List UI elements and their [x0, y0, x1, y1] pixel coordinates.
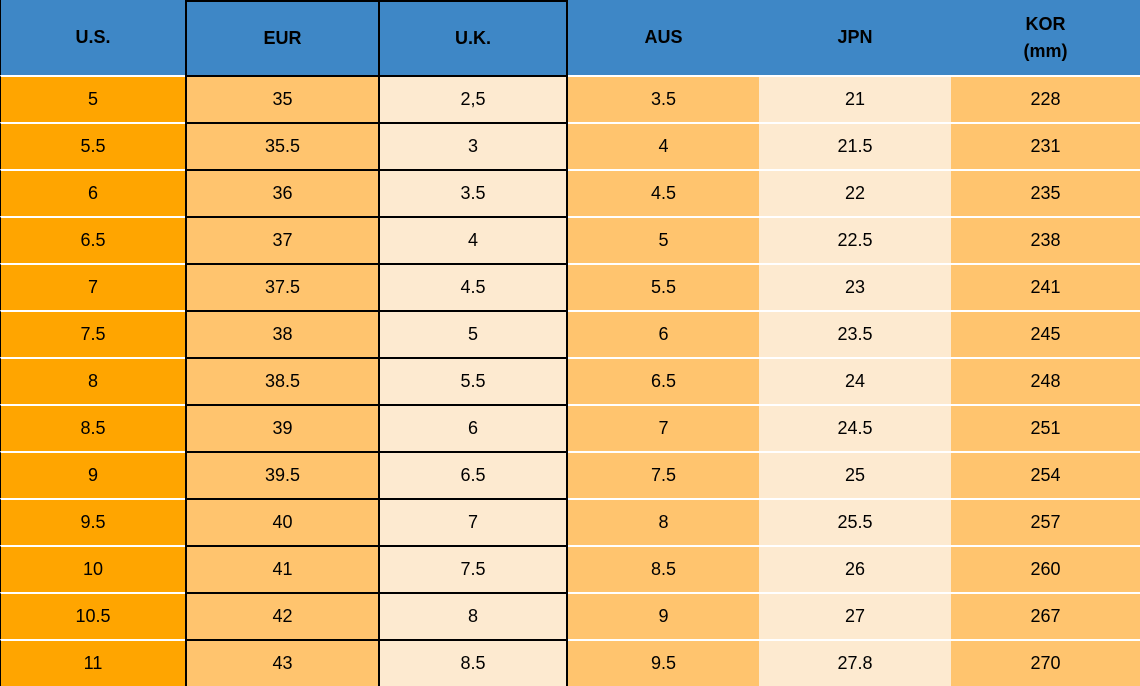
table-cell-eur: 35.5 — [185, 122, 380, 169]
table-cell-uk: 5.5 — [380, 357, 568, 404]
table-cell-uk: 4.5 — [380, 263, 568, 310]
table-cell-jpn: 27 — [759, 592, 951, 639]
table-cell-uk: 7.5 — [380, 545, 568, 592]
table-cell-aus: 8 — [568, 498, 759, 545]
table-cell-uk: 4 — [380, 216, 568, 263]
table-cell-eur: 39.5 — [185, 451, 380, 498]
table-cell-kor: 260 — [951, 545, 1140, 592]
table-cell-jpn: 22 — [759, 169, 951, 216]
table-cell-us: 5 — [0, 75, 185, 122]
table-cell-us: 8 — [0, 357, 185, 404]
table-cell-jpn: 25.5 — [759, 498, 951, 545]
table-cell-aus: 5 — [568, 216, 759, 263]
header-label: U.K. — [455, 28, 491, 49]
header-cell-uk: U.K. — [380, 0, 568, 75]
table-cell-kor: 245 — [951, 310, 1140, 357]
table-cell-us: 9.5 — [0, 498, 185, 545]
table-cell-jpn: 27.8 — [759, 639, 951, 686]
table-cell-kor: 231 — [951, 122, 1140, 169]
table-cell-us: 6 — [0, 169, 185, 216]
table-cell-aus: 8.5 — [568, 545, 759, 592]
header-label: AUS — [644, 27, 683, 48]
header-label: EUR — [263, 28, 302, 49]
table-cell-eur: 39 — [185, 404, 380, 451]
table-cell-kor: 248 — [951, 357, 1140, 404]
table-cell-uk: 5 — [380, 310, 568, 357]
table-cell-uk: 3 — [380, 122, 568, 169]
table-cell-kor: 235 — [951, 169, 1140, 216]
table-cell-eur: 38.5 — [185, 357, 380, 404]
table-cell-eur: 37.5 — [185, 263, 380, 310]
table-cell-uk: 2,5 — [380, 75, 568, 122]
header-label: (mm) — [1023, 40, 1068, 61]
table-cell-aus: 6 — [568, 310, 759, 357]
table-cell-us: 9 — [0, 451, 185, 498]
table-cell-aus: 7.5 — [568, 451, 759, 498]
header-cell-aus: AUS — [568, 0, 759, 75]
table-cell-aus: 3.5 — [568, 75, 759, 122]
table-cell-kor: 257 — [951, 498, 1140, 545]
table-cell-eur: 40 — [185, 498, 380, 545]
table-cell-jpn: 24 — [759, 357, 951, 404]
table-cell-aus: 9.5 — [568, 639, 759, 686]
header-label: JPN — [837, 27, 873, 48]
table-cell-aus: 4.5 — [568, 169, 759, 216]
table-cell-us: 8.5 — [0, 404, 185, 451]
header-label: KOR — [1025, 14, 1066, 35]
table-cell-kor: 254 — [951, 451, 1140, 498]
table-cell-aus: 4 — [568, 122, 759, 169]
table-cell-kor: 251 — [951, 404, 1140, 451]
table-cell-kor: 238 — [951, 216, 1140, 263]
table-cell-us: 10.5 — [0, 592, 185, 639]
header-cell-kor: KOR (mm) — [951, 0, 1140, 75]
table-cell-uk: 3.5 — [380, 169, 568, 216]
table-cell-jpn: 22.5 — [759, 216, 951, 263]
table-cell-aus: 5.5 — [568, 263, 759, 310]
table-cell-eur: 36 — [185, 169, 380, 216]
table-cell-jpn: 23.5 — [759, 310, 951, 357]
header-cell-eur: EUR — [185, 0, 380, 75]
table-cell-uk: 6.5 — [380, 451, 568, 498]
table-cell-aus: 6.5 — [568, 357, 759, 404]
table-cell-uk: 7 — [380, 498, 568, 545]
header-cell-jpn: JPN — [759, 0, 951, 75]
table-cell-us: 5.5 — [0, 122, 185, 169]
table-cell-uk: 8.5 — [380, 639, 568, 686]
table-cell-kor: 241 — [951, 263, 1140, 310]
table-cell-eur: 37 — [185, 216, 380, 263]
table-cell-kor: 228 — [951, 75, 1140, 122]
table-cell-us: 10 — [0, 545, 185, 592]
table-cell-jpn: 24.5 — [759, 404, 951, 451]
table-cell-us: 6.5 — [0, 216, 185, 263]
table-cell-us: 7 — [0, 263, 185, 310]
table-cell-us: 11 — [0, 639, 185, 686]
table-cell-eur: 42 — [185, 592, 380, 639]
table-cell-kor: 270 — [951, 639, 1140, 686]
table-cell-kor: 267 — [951, 592, 1140, 639]
table-cell-uk: 6 — [380, 404, 568, 451]
table-cell-uk: 8 — [380, 592, 568, 639]
table-cell-jpn: 25 — [759, 451, 951, 498]
table-cell-jpn: 23 — [759, 263, 951, 310]
table-cell-jpn: 21.5 — [759, 122, 951, 169]
table-cell-jpn: 21 — [759, 75, 951, 122]
header-label: U.S. — [75, 27, 111, 48]
table-cell-us: 7.5 — [0, 310, 185, 357]
table-cell-jpn: 26 — [759, 545, 951, 592]
table-cell-aus: 9 — [568, 592, 759, 639]
header-cell-us: U.S. — [0, 0, 185, 75]
table-cell-eur: 43 — [185, 639, 380, 686]
table-cell-eur: 35 — [185, 75, 380, 122]
table-cell-eur: 38 — [185, 310, 380, 357]
table-cell-aus: 7 — [568, 404, 759, 451]
table-cell-eur: 41 — [185, 545, 380, 592]
